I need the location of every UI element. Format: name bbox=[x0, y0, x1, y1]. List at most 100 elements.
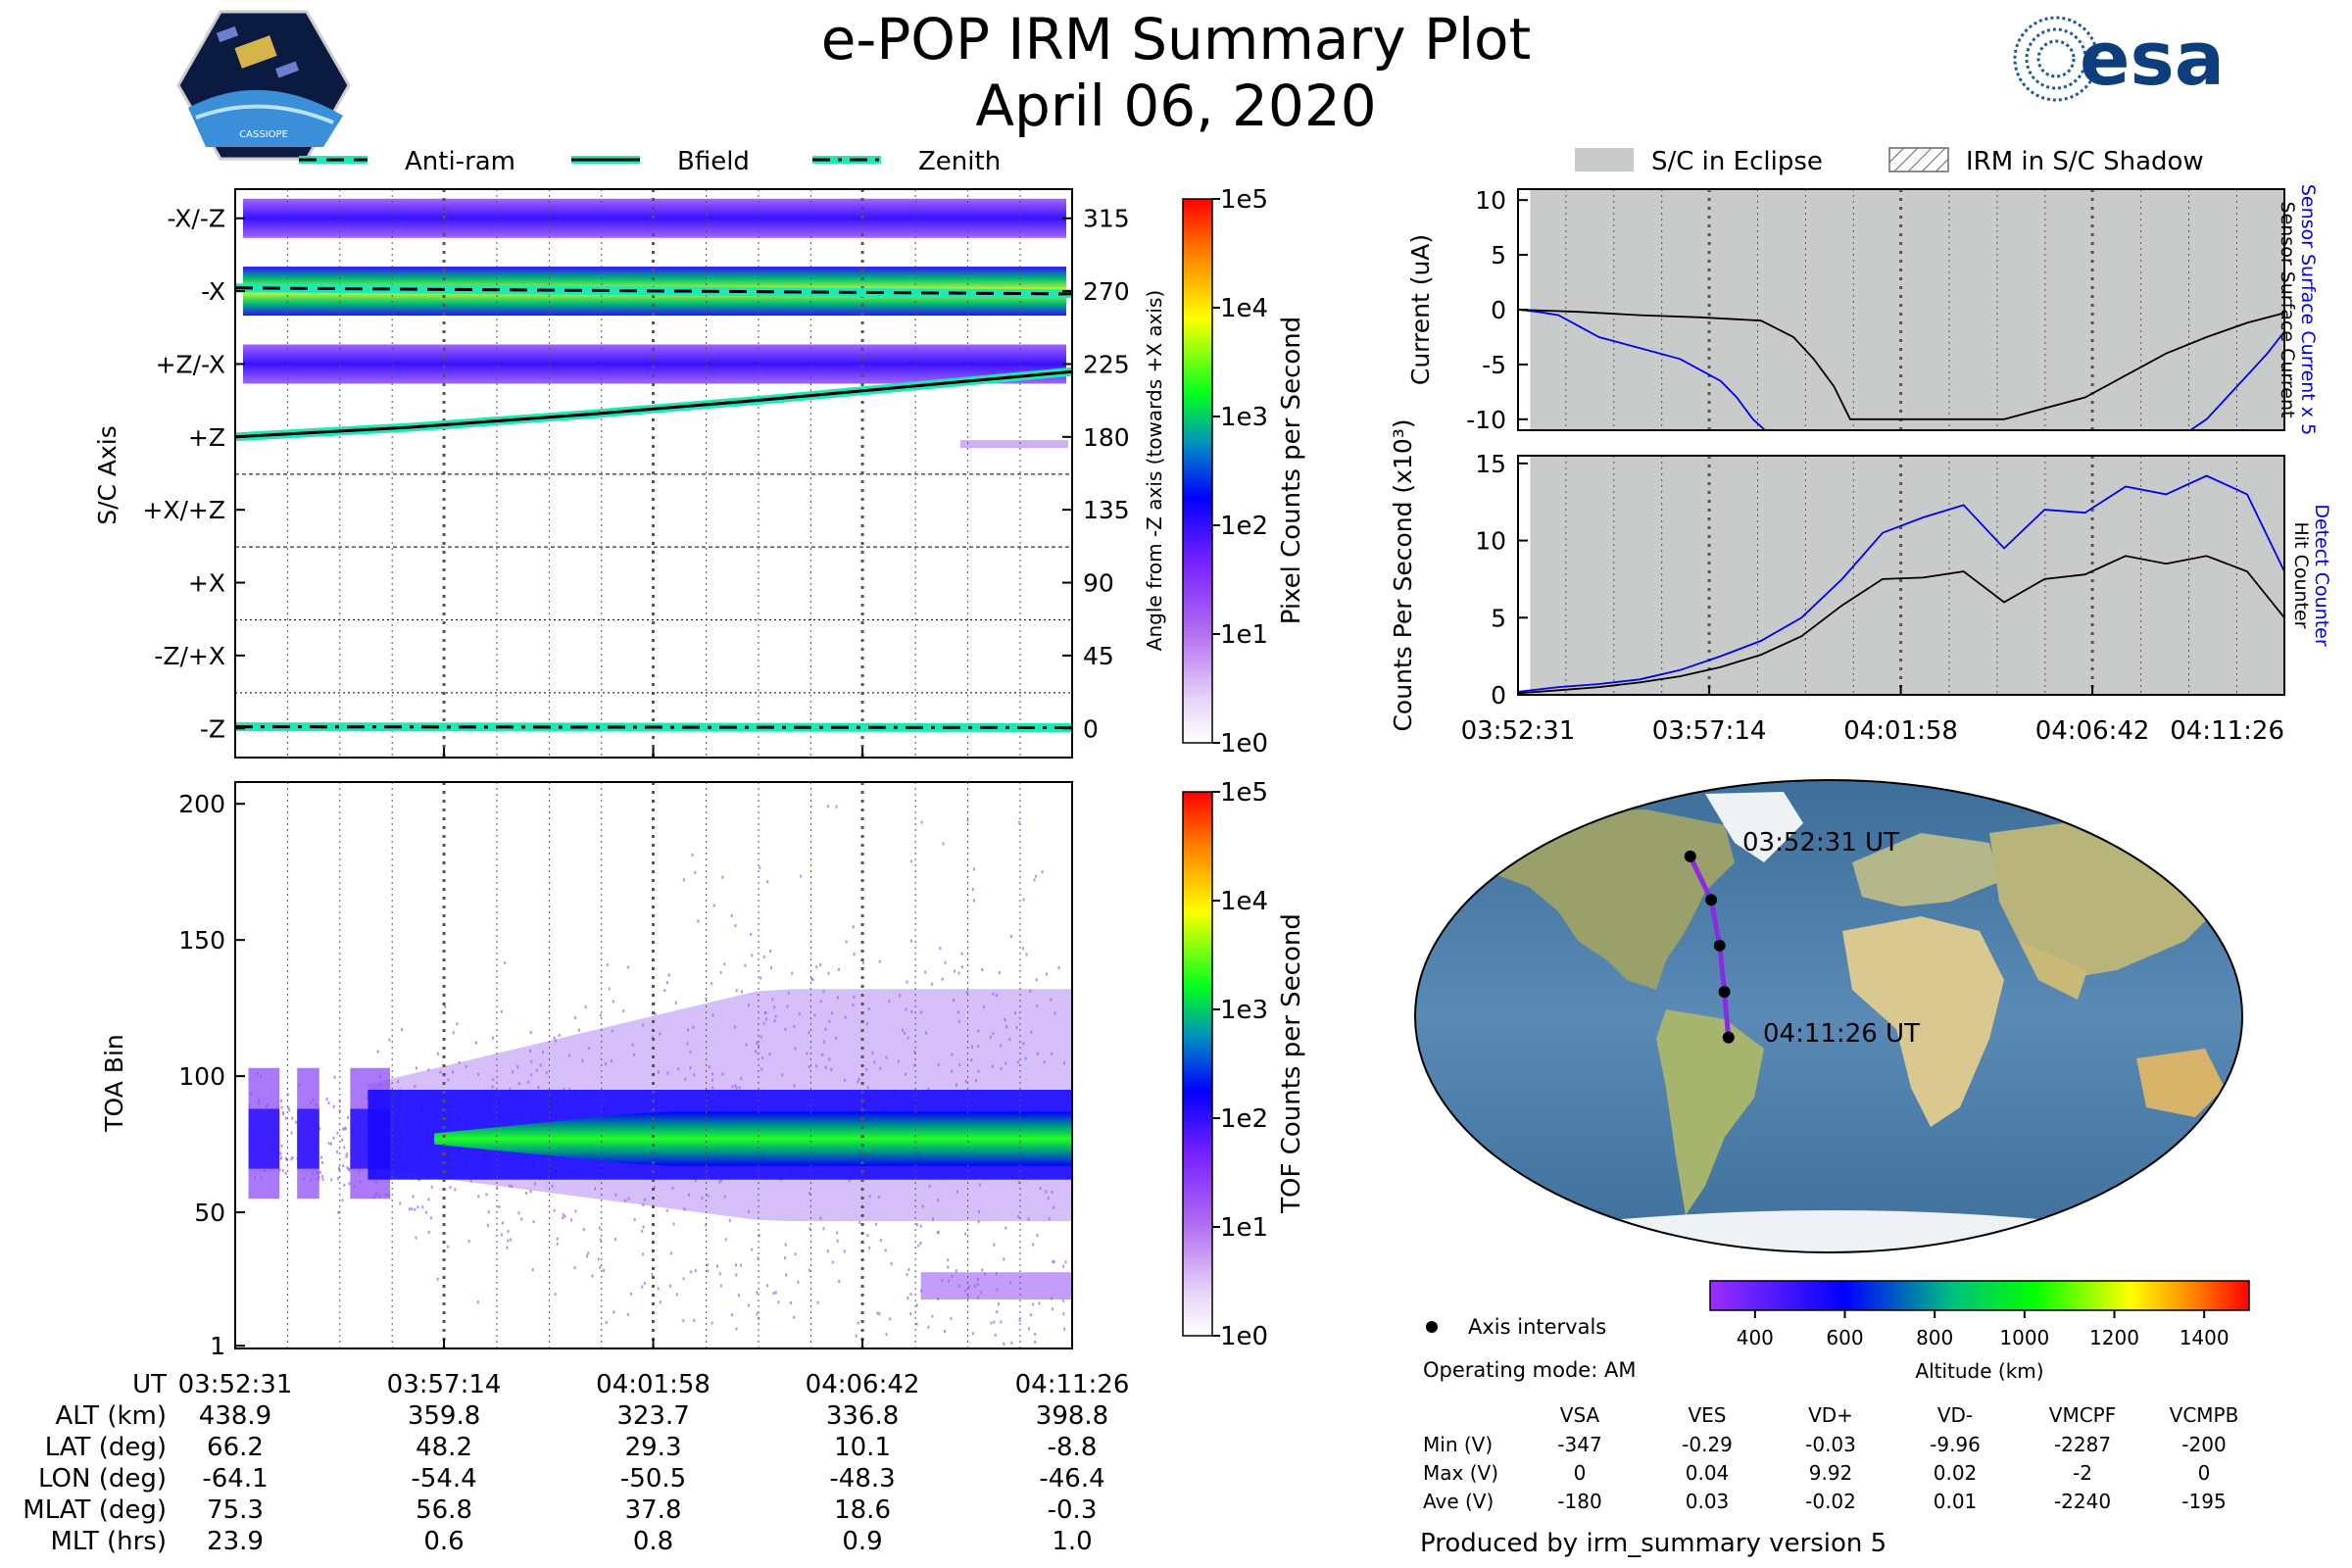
tof-speck bbox=[787, 991, 790, 995]
series-line-anti-ram bbox=[235, 286, 1072, 296]
tof-speck bbox=[332, 1104, 335, 1108]
tof-speck bbox=[718, 1180, 721, 1184]
tof-speck bbox=[341, 1199, 344, 1202]
tof-speck bbox=[682, 1319, 685, 1323]
tof-speck bbox=[806, 1052, 808, 1055]
colorbar-tick-label: 1e3 bbox=[1220, 403, 1268, 432]
tof-speck bbox=[1063, 1327, 1066, 1331]
ephemeris-cell: 75.3 bbox=[207, 1495, 264, 1525]
tof-speck bbox=[845, 940, 848, 944]
ephemeris-cell: 66.2 bbox=[207, 1433, 264, 1462]
tof-speck bbox=[876, 1311, 879, 1315]
tof-speck bbox=[507, 1239, 510, 1243]
tof-speck bbox=[830, 1011, 833, 1015]
tof-speck bbox=[738, 1086, 741, 1090]
tof-speck bbox=[826, 805, 829, 808]
tof-speck bbox=[972, 867, 975, 871]
counts-panel: 0 5 10 15 03:52:31 03:57:14 04:01:58 04:06:42 0… bbox=[1389, 418, 2332, 746]
tof-speck bbox=[348, 1168, 351, 1172]
tof-speck bbox=[449, 1186, 452, 1190]
tof-speck bbox=[667, 973, 670, 977]
ephemeris-row-label: UT bbox=[132, 1370, 167, 1399]
tof-speck bbox=[837, 967, 840, 971]
tof-speck bbox=[821, 1053, 824, 1056]
tof-speck bbox=[994, 1333, 997, 1337]
tof-speck bbox=[677, 1067, 680, 1071]
tof-speck bbox=[853, 953, 856, 956]
tof-speck bbox=[773, 1005, 776, 1009]
ephemeris-row-label: LON (deg) bbox=[38, 1464, 167, 1494]
tof-speck bbox=[469, 1179, 472, 1183]
tof-speck bbox=[913, 1050, 916, 1054]
tof-speck bbox=[989, 1035, 992, 1039]
voltage-header: VES bbox=[1688, 1403, 1726, 1427]
tof-speck bbox=[510, 1238, 513, 1242]
tof-speck bbox=[421, 1205, 424, 1209]
orbit-end-label: 04:11:26 UT bbox=[1763, 1019, 1920, 1049]
tof-speck bbox=[622, 1009, 625, 1013]
tof-speck bbox=[582, 1228, 585, 1232]
voltage-row-label: Max (V) bbox=[1423, 1461, 1498, 1485]
ephemeris-cell: 03:57:14 bbox=[387, 1370, 502, 1399]
ephemeris-cell: 1.0 bbox=[1052, 1527, 1092, 1556]
y-tick-label: 5 bbox=[1491, 604, 1506, 632]
tof-speck bbox=[878, 959, 881, 963]
tof-speck bbox=[1015, 1026, 1018, 1030]
altitude-tick-label: 400 bbox=[1737, 1326, 1774, 1349]
eclipse-legend-swatch bbox=[1575, 148, 1634, 172]
axis-tick-label: +Z/-X bbox=[156, 350, 225, 378]
tof-speck bbox=[427, 1230, 430, 1234]
orbit-point bbox=[1705, 894, 1718, 906]
tof-speck bbox=[512, 1070, 514, 1074]
tof-speck bbox=[337, 1210, 340, 1214]
tof-speck bbox=[740, 990, 743, 994]
tof-speck bbox=[642, 1023, 645, 1027]
tof-speck bbox=[516, 1065, 519, 1069]
angle-tick-label: 225 bbox=[1083, 350, 1130, 378]
tof-speck bbox=[657, 1287, 660, 1291]
tof-speck bbox=[573, 1266, 576, 1270]
tof-speck bbox=[906, 1297, 909, 1300]
tof-speck bbox=[958, 1063, 961, 1067]
ephemeris-cell: 04:01:58 bbox=[596, 1370, 710, 1399]
tof-speck bbox=[594, 1187, 597, 1191]
tof-speck bbox=[610, 1059, 612, 1063]
tof-speck bbox=[785, 1273, 788, 1277]
tof-speck bbox=[1051, 1307, 1054, 1311]
tof-speck bbox=[947, 1258, 950, 1262]
tof-speck bbox=[951, 1069, 954, 1073]
tof-speck bbox=[682, 1277, 685, 1281]
tof-speck bbox=[808, 1031, 810, 1035]
tof-speck bbox=[956, 1190, 958, 1194]
voltage-cell: -2 bbox=[2073, 1461, 2092, 1485]
tof-speck bbox=[1062, 1264, 1065, 1268]
tof-speck bbox=[930, 982, 933, 986]
tof-speck bbox=[852, 1003, 855, 1006]
tof-speck bbox=[756, 1291, 759, 1295]
tof-speck bbox=[653, 1186, 656, 1190]
tof-speck bbox=[906, 1273, 908, 1277]
tof-speck bbox=[556, 1242, 559, 1246]
tof-speck bbox=[642, 1252, 645, 1256]
angle-tick-label: 270 bbox=[1083, 277, 1130, 306]
tof-speck bbox=[641, 1285, 644, 1289]
tof-speck bbox=[456, 1022, 459, 1026]
tof-speck bbox=[447, 1078, 450, 1082]
tof-speck bbox=[581, 1058, 584, 1062]
tof-speck bbox=[281, 1110, 284, 1114]
y-tick-label: 10 bbox=[1475, 186, 1506, 215]
tof-speck bbox=[774, 1014, 777, 1018]
ephemeris-cell: -46.4 bbox=[1039, 1464, 1104, 1494]
tof-speck bbox=[723, 962, 726, 966]
tof-speck bbox=[769, 966, 772, 970]
tof-colorbar-label: TOF Counts per Second bbox=[1277, 913, 1306, 1214]
tof-speck bbox=[982, 1004, 985, 1008]
tof-speck bbox=[711, 1072, 714, 1076]
tof-speck bbox=[789, 1300, 792, 1304]
tof-speck bbox=[474, 1041, 477, 1045]
current-panel: 10 5 0 -5 -10 Current (uA) Sensor Surface Cu… bbox=[1406, 184, 2319, 435]
tof-speck bbox=[794, 1252, 797, 1256]
tof-speck bbox=[879, 1066, 882, 1070]
altitude-tick-label: 800 bbox=[1916, 1326, 1953, 1349]
tof-speck bbox=[530, 1073, 533, 1077]
